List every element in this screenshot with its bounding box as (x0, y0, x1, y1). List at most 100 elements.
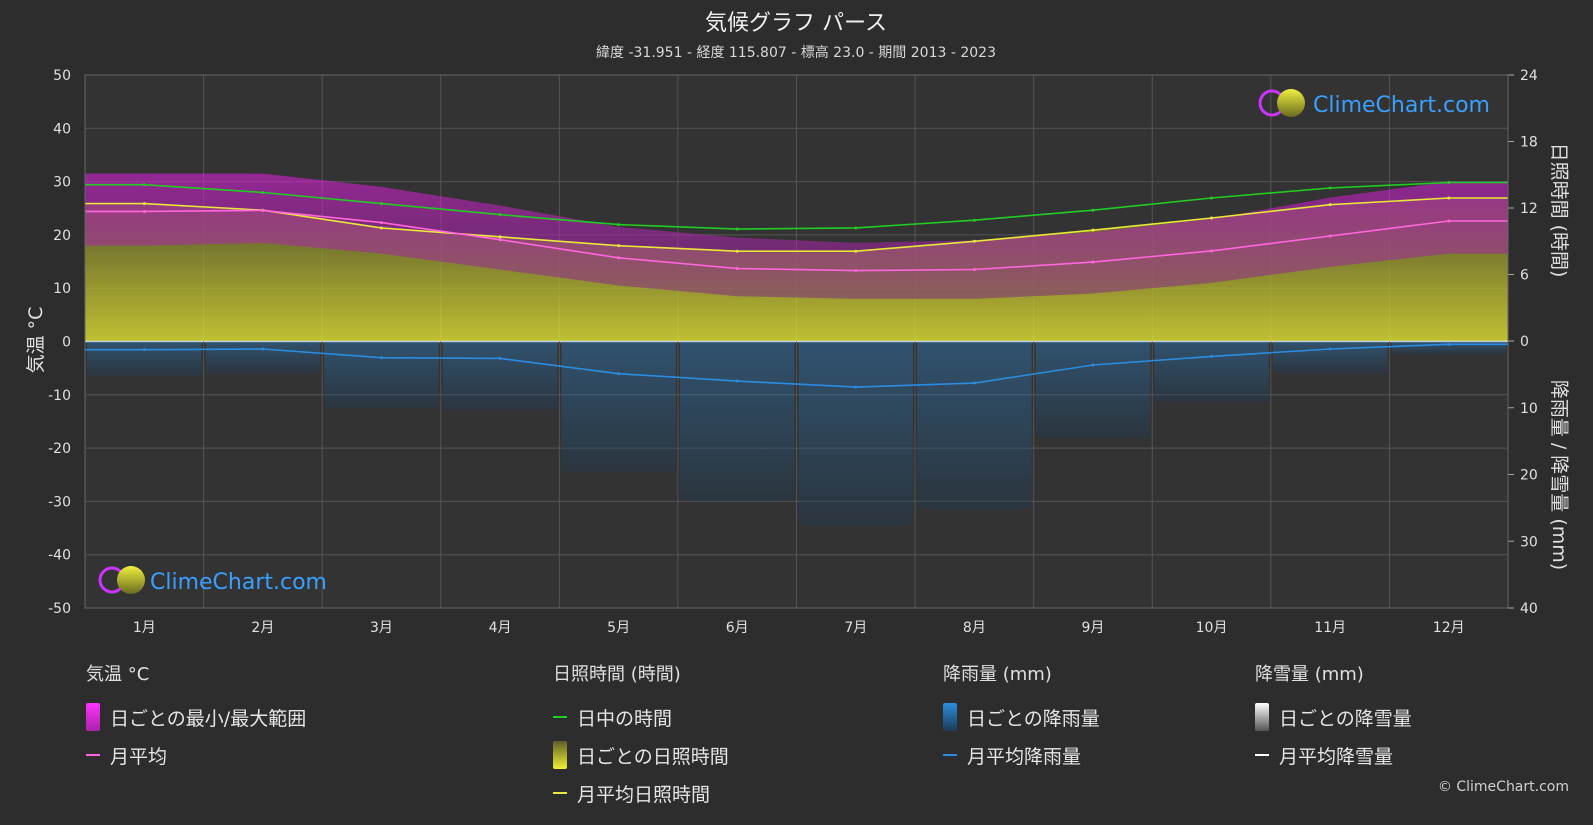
series-point (142, 202, 146, 206)
left-tick-label: 0 (62, 335, 71, 351)
swatch-rain-mean (943, 754, 957, 756)
logo-sun-icon (1277, 89, 1305, 117)
left-tick-label: -40 (48, 548, 71, 564)
daily-rain-bar (679, 341, 795, 502)
legend-item-temp-range: 日ごとの最小/最大範囲 (86, 698, 306, 736)
right-axis-bottom-label: 降雨量 / 降雪量 (mm) (1548, 380, 1570, 570)
chart-legend: 気温 °C 日ごとの最小/最大範囲 月平均 日照時間 (時間) 日中の時間 日ご… (0, 660, 1593, 820)
legend-label: 日ごとの降雪量 (1279, 707, 1412, 730)
month-tick-label: 3月 (370, 620, 393, 636)
legend-item-daily-snow: 日ごとの降雪量 (1255, 698, 1412, 736)
series-point (498, 356, 502, 360)
series-point (972, 268, 976, 272)
series-point (142, 348, 146, 352)
legend-label: 月平均降雪量 (1279, 745, 1394, 768)
month-tick-label: 4月 (489, 620, 512, 636)
legend-title-sunshine: 日照時間 (時間) (553, 664, 681, 685)
series-point (1328, 234, 1332, 238)
daily-rain-bar (917, 341, 1032, 510)
chart-subtitle: 緯度 -31.951 - 経度 115.807 - 標高 23.0 - 期間 2… (596, 44, 996, 61)
month-tick-label: 9月 (1081, 620, 1104, 636)
series-point (379, 356, 383, 360)
month-tick-label: 11月 (1314, 620, 1346, 636)
daily-rain-bar (324, 341, 439, 408)
right-bottom-tick-label: 20 (1520, 468, 1538, 484)
copyright: © ClimeChart.com (1437, 779, 1569, 795)
right-top-tick-label: 6 (1520, 268, 1529, 284)
daily-rain-bar (442, 341, 558, 411)
series-point (735, 266, 739, 270)
series-point (1447, 342, 1451, 346)
swatch-temp-range (86, 703, 100, 731)
series-point (1447, 181, 1451, 185)
series-point (1091, 260, 1095, 264)
series-point (617, 372, 621, 376)
series-point (379, 202, 383, 206)
logo-sun-icon (117, 566, 145, 594)
legend-title-rain: 降雨量 (mm) (943, 664, 1052, 685)
logo-text: ClimeChart.com (150, 570, 327, 595)
swatch-sunshine-mean (553, 792, 567, 794)
daily-rain-bar (87, 341, 202, 376)
temperature-mean-line (85, 209, 1508, 272)
series-point (1210, 249, 1214, 253)
legend-label: 月平均日照時間 (577, 783, 711, 806)
series-point (142, 209, 146, 213)
swatch-snow-mean (1255, 754, 1269, 756)
series-point (1328, 186, 1332, 190)
series-point (261, 190, 265, 194)
legend-temperature: 気温 °C 日ごとの最小/最大範囲 月平均 (86, 660, 306, 774)
series-point (854, 385, 858, 389)
series-point (1210, 196, 1214, 200)
series-point (735, 227, 739, 231)
month-tick-label: 6月 (726, 620, 749, 636)
series-point (1447, 196, 1451, 200)
left-tick-label: -10 (48, 388, 71, 404)
series-point (617, 223, 621, 227)
series-point (1328, 347, 1332, 351)
series-point (617, 256, 621, 260)
daily-rain-bar (205, 341, 321, 374)
month-tick-label: 7月 (844, 620, 867, 636)
legend-item-rain-mean: 月平均降雨量 (943, 736, 1100, 774)
left-tick-label: 30 (53, 175, 71, 191)
series-point (379, 226, 383, 230)
left-tick-label: 40 (53, 121, 71, 137)
series-point (972, 381, 976, 385)
logo-top[interactable]: ClimeChart.com (1258, 89, 1490, 118)
swatch-daylight (553, 716, 567, 718)
series-point (735, 379, 739, 383)
swatch-daily-rain (943, 703, 957, 731)
series-point (854, 249, 858, 253)
right-bottom-tick-label: 10 (1520, 401, 1538, 417)
right-top-tick-label: 0 (1520, 334, 1529, 350)
daily-rain-bar (561, 341, 676, 472)
legend-label: 日ごとの降雨量 (967, 707, 1100, 730)
chart-title: 気候グラフ パース (705, 11, 887, 36)
series-point (498, 238, 502, 242)
month-tick-label: 1月 (133, 620, 156, 636)
legend-label: 日中の時間 (577, 707, 673, 730)
logo-bottom[interactable]: ClimeChart.com (98, 566, 327, 595)
series-point (1091, 208, 1095, 212)
daily-rain-bar (798, 341, 914, 526)
temperature-range-band (85, 173, 1508, 299)
legend-label: 日ごとの日照時間 (577, 745, 729, 768)
series-point (498, 235, 502, 239)
series-point (972, 239, 976, 243)
series-point (972, 218, 976, 222)
left-axis-label: 気温 °C (25, 307, 47, 374)
series-point (261, 347, 265, 351)
legend-title-temperature: 気温 °C (86, 664, 150, 685)
logo-text: ClimeChart.com (1313, 93, 1490, 118)
right-bottom-tick-label: 40 (1520, 601, 1538, 617)
left-tick-label: -50 (48, 601, 71, 617)
legend-item-daily-sunshine: 日ごとの日照時間 (553, 736, 729, 774)
series-point (854, 269, 858, 273)
series-point (1447, 219, 1451, 223)
month-tick-label: 2月 (251, 620, 274, 636)
series-point (1091, 228, 1095, 232)
left-tick-label: 50 (53, 68, 71, 84)
legend-item-temp-mean: 月平均 (86, 736, 306, 774)
swatch-daily-sunshine (553, 741, 567, 769)
